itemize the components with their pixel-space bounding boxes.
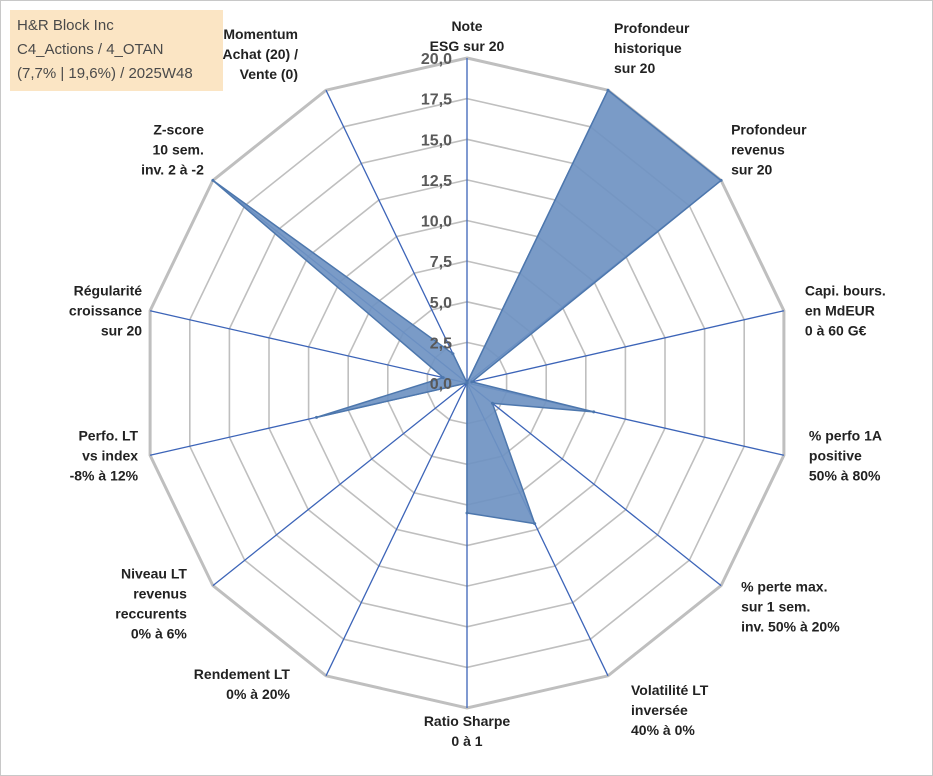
axis-label: Note ESG sur 20: [430, 18, 505, 54]
data-point: [490, 401, 494, 405]
info-category: C4_Actions / 4_OTAN: [17, 41, 164, 58]
axis-spoke: [212, 382, 468, 587]
data-point: [533, 522, 537, 526]
tick-labels: 0,0 2,5 5,0 7,5 10,0 12,5 15,0 17,5 20,0: [421, 51, 452, 393]
data-point: [465, 381, 469, 385]
axis-label: Régularité croissance sur 20: [69, 283, 142, 339]
tick-label: 7,5: [430, 254, 452, 271]
data-point: [451, 352, 455, 356]
data-point: [315, 415, 318, 419]
tick-label: 12,5: [421, 173, 452, 190]
data-point: [719, 178, 723, 182]
axis-labels: Note ESG sur 20 Profondeur historique sur 20…: [69, 18, 886, 749]
info-stats: (7,7% | 19,6%) / 2025W48: [17, 65, 193, 82]
axis-label: Perfo. LT vs index -8% à 12%: [70, 427, 139, 483]
data-point: [441, 376, 445, 380]
axis-label: Volatilité LT inversée 40% à 0%: [631, 682, 709, 738]
axis-label: % perfo 1A positive 50% à 80%: [809, 427, 882, 483]
axis-label: Momentum Achat (20) / Vente (0): [223, 26, 299, 82]
axis-spoke: [325, 382, 468, 677]
axis-spoke: [149, 310, 468, 384]
info-box: H&R Block Inc C4_Actions / 4_OTAN (7,7% …: [10, 10, 223, 91]
data-point: [465, 511, 469, 515]
axis-label: Z-score 10 sem. inv. 2 à -2: [141, 121, 204, 177]
axis-spoke: [466, 310, 785, 384]
info-company: H&R Block Inc: [17, 17, 114, 34]
tick-label: 0,0: [430, 376, 452, 393]
tick-label: 10,0: [421, 214, 452, 231]
axis-spoke: [325, 89, 468, 384]
axis-label: Profondeur revenus sur 20: [731, 121, 807, 177]
tick-label: 20,0: [421, 51, 452, 68]
axis-label: Profondeur historique sur 20: [614, 20, 690, 76]
axis-label: Capi. bours. en MdEUR 0 à 60 G€: [805, 283, 886, 339]
tick-label: 17,5: [421, 92, 452, 109]
series-area: [212, 89, 722, 525]
data-point: [592, 410, 596, 414]
tick-label: 5,0: [430, 295, 452, 312]
tick-label: 2,5: [430, 335, 452, 352]
tick-label: 15,0: [421, 132, 452, 149]
axis-label: Ratio Sharpe 0 à 1: [424, 713, 511, 749]
data-point: [211, 178, 215, 182]
axis-label: Rendement LT 0% à 20%: [194, 666, 291, 702]
data-point: [606, 88, 610, 92]
data-series: [211, 88, 723, 526]
axis-label: % perte max. sur 1 sem. inv. 50% à 20%: [741, 579, 840, 635]
data-point: [470, 380, 474, 384]
axis-label: Niveau LT revenus reccurents 0% à 6%: [115, 566, 187, 642]
axis-spoke: [466, 382, 722, 587]
